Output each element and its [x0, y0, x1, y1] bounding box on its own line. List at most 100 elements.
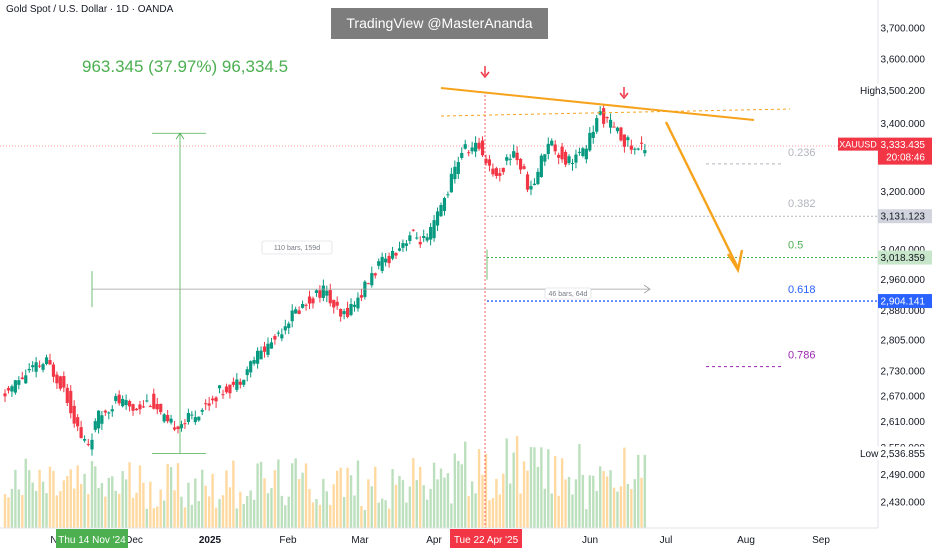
watermark-badge: TradingView @MasterAnanda — [331, 8, 548, 39]
candle-body — [38, 365, 42, 367]
volume-bar — [124, 479, 128, 528]
price-tick: 3,400.000 — [881, 119, 926, 130]
volume-bar — [52, 470, 55, 528]
candle-body — [442, 198, 447, 211]
candle-body — [283, 326, 287, 331]
volume-bar — [152, 508, 155, 528]
volume-bar — [225, 470, 228, 528]
candle-body — [401, 243, 405, 248]
volume-bar — [21, 495, 24, 528]
volume-bar — [346, 467, 349, 528]
high-label: High — [860, 86, 881, 97]
level-tag-bg — [878, 209, 932, 224]
volume-bar — [297, 479, 301, 528]
volume-bar — [585, 509, 588, 528]
candle-body — [79, 427, 83, 439]
volume-bar — [588, 475, 591, 528]
candle-body — [380, 256, 384, 271]
volume-bar — [211, 473, 214, 528]
pointer-arrow-head-icon — [619, 92, 629, 100]
candle-body — [44, 357, 49, 365]
fib-label-0.382: 0.382 — [788, 198, 816, 210]
candle-body — [107, 412, 111, 414]
volume-bar — [481, 474, 484, 528]
price-candles — [3, 104, 647, 456]
volume-bar — [363, 509, 367, 528]
candle-body — [615, 127, 620, 132]
candle-body — [515, 152, 519, 161]
candle-body — [325, 290, 329, 296]
volume-bar — [536, 466, 540, 528]
symbol-title[interactable]: Gold Spot / U.S. Dollar · 1D · OANDA — [6, 4, 174, 15]
time-label-jun: Jun — [582, 535, 598, 546]
candle-body — [359, 295, 364, 298]
volume-bar — [467, 496, 470, 528]
candle-body — [349, 304, 353, 315]
volume-bar — [183, 507, 187, 528]
price-tick: 3,600.000 — [881, 54, 926, 65]
candle-body — [152, 393, 156, 409]
candle-body — [280, 334, 284, 339]
volume-bar — [432, 462, 436, 528]
volume-bar — [553, 456, 557, 528]
candle-body — [321, 285, 325, 298]
candle-body — [27, 368, 31, 371]
level-tag-bg — [878, 250, 932, 265]
low-label: Low — [860, 449, 879, 460]
volume-bar — [339, 467, 342, 528]
volume-bar — [567, 476, 571, 528]
low-value: 2,536.855 — [881, 449, 926, 460]
volume-bar — [450, 503, 453, 528]
volume-bar — [439, 468, 443, 528]
candle-body — [221, 394, 225, 396]
volume-bar — [509, 483, 512, 528]
time-label-aug: Aug — [737, 535, 755, 546]
candle-body — [197, 416, 201, 421]
volume-bar — [263, 478, 266, 528]
volume-bar — [356, 460, 360, 528]
level-tag-2: 3,018.359 — [881, 253, 926, 264]
candle-body — [287, 323, 291, 329]
candle-body — [408, 235, 412, 241]
candle-body — [404, 243, 408, 246]
candle-body — [539, 155, 543, 178]
volume-bar — [602, 471, 605, 528]
candle-body — [366, 283, 370, 285]
volume-bar — [519, 493, 522, 528]
volume-bar — [329, 504, 332, 528]
volume-bar — [149, 481, 152, 528]
candle-body — [622, 134, 627, 147]
volume-bar — [55, 495, 59, 528]
volume-bar — [384, 500, 387, 528]
volume-bar — [135, 492, 138, 528]
candle-body — [505, 157, 509, 161]
candle-body — [124, 400, 128, 406]
candle-body — [179, 424, 184, 429]
high-label-bg — [854, 83, 932, 98]
candle-body — [608, 119, 613, 128]
candle-body — [249, 361, 253, 373]
volume-bar — [228, 487, 232, 528]
volume-bar — [505, 438, 508, 528]
volume-bar — [31, 482, 34, 528]
volume-bar — [69, 469, 72, 528]
candle-body — [345, 307, 350, 317]
candle-body — [449, 173, 453, 193]
volume-bar — [398, 475, 401, 528]
candle-body — [411, 229, 415, 231]
candle-body — [193, 417, 197, 423]
candle-body — [300, 303, 305, 308]
volume-bar — [460, 464, 463, 528]
candle-body — [432, 220, 436, 239]
volume-bar — [204, 485, 207, 528]
candle-body — [103, 410, 107, 413]
candle-body — [121, 398, 125, 407]
bars-label-2: 46 bars, 64d — [549, 291, 588, 298]
bars-label-1: 110 bars, 159d — [274, 245, 320, 252]
candle-body — [467, 152, 471, 154]
candle-body — [394, 252, 398, 256]
candle-body — [176, 426, 180, 429]
volume-bar — [484, 453, 488, 528]
